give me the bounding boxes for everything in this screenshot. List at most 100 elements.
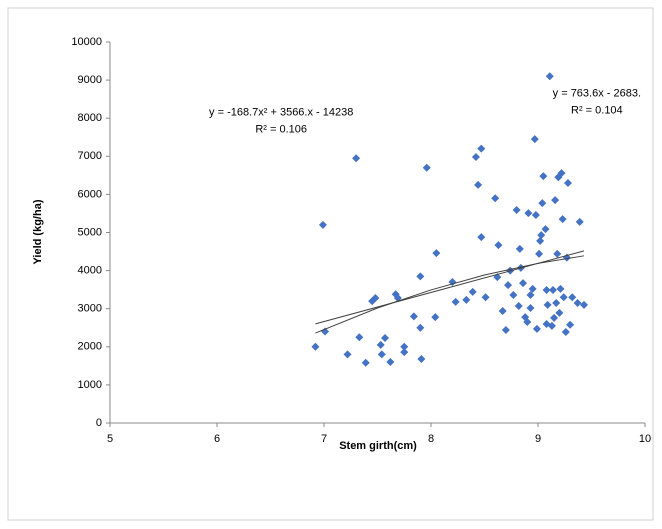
point <box>532 324 541 333</box>
point <box>542 286 551 295</box>
point <box>468 287 477 296</box>
point <box>514 302 523 311</box>
point <box>551 196 560 205</box>
point <box>400 342 409 351</box>
point <box>491 194 500 203</box>
point <box>451 297 460 306</box>
point <box>498 306 507 315</box>
point <box>417 354 426 363</box>
point <box>380 334 389 343</box>
point <box>563 178 572 187</box>
point <box>543 300 552 309</box>
point <box>545 72 554 81</box>
point <box>509 290 518 299</box>
point <box>531 210 540 219</box>
point <box>386 358 395 367</box>
point <box>352 154 361 163</box>
point <box>539 172 548 181</box>
point <box>550 313 559 322</box>
point <box>504 281 513 290</box>
point <box>515 244 524 253</box>
point <box>371 294 380 303</box>
point <box>477 144 486 153</box>
point <box>552 298 561 307</box>
point <box>422 163 431 172</box>
annotation: y = 763.6x - 2683. <box>553 87 641 99</box>
x-axis-label: Stem girth(cm) <box>339 440 417 452</box>
point <box>566 320 575 329</box>
point <box>377 350 386 359</box>
point <box>343 350 352 359</box>
point <box>535 249 544 258</box>
point <box>494 241 503 250</box>
point <box>580 300 589 309</box>
point <box>355 333 364 342</box>
point <box>481 293 490 302</box>
point <box>526 303 535 312</box>
point <box>555 308 564 317</box>
point <box>519 279 528 288</box>
y-tick-label: 2000 <box>78 341 102 353</box>
y-tick-label: 1000 <box>78 379 102 391</box>
point <box>501 326 510 335</box>
point <box>538 199 547 208</box>
x-tick-label: 6 <box>214 433 220 445</box>
point <box>432 249 441 258</box>
point <box>547 321 556 330</box>
point <box>471 153 480 162</box>
x-tick-label: 10 <box>639 433 651 445</box>
annotation: R² = 0.106 <box>255 124 307 136</box>
point <box>416 323 425 332</box>
y-tick-label: 3000 <box>78 303 102 315</box>
annotation: R² = 0.104 <box>571 104 623 116</box>
point <box>311 342 320 351</box>
y-tick-label: 7000 <box>78 150 102 162</box>
point <box>462 295 471 304</box>
point <box>477 233 486 242</box>
y-tick-label: 10000 <box>71 36 102 48</box>
point <box>528 284 537 293</box>
point <box>318 220 327 229</box>
point <box>541 225 550 234</box>
y-tick-label: 6000 <box>78 188 102 200</box>
x-tick-label: 5 <box>107 433 113 445</box>
point <box>409 312 418 321</box>
point <box>575 217 584 226</box>
x-tick-label: 9 <box>535 433 541 445</box>
point <box>536 236 545 245</box>
y-tick-label: 9000 <box>78 74 102 86</box>
point <box>530 135 539 144</box>
y-tick-label: 8000 <box>78 112 102 124</box>
point <box>557 169 566 178</box>
point <box>568 293 577 302</box>
chart-frame <box>7 7 654 521</box>
point <box>561 327 570 336</box>
trendline <box>315 255 585 334</box>
point <box>474 180 483 189</box>
point <box>548 286 557 295</box>
y-axis-label: Yield (kg/ha) <box>32 199 44 264</box>
point <box>553 249 562 258</box>
point <box>361 358 370 367</box>
y-tick-label: 5000 <box>78 226 102 238</box>
y-tick-label: 0 <box>96 417 102 429</box>
point <box>558 215 567 224</box>
x-tick-label: 7 <box>321 433 327 445</box>
point <box>526 290 535 299</box>
point <box>376 340 385 349</box>
point <box>416 272 425 281</box>
point <box>524 209 533 218</box>
point <box>537 231 546 240</box>
x-tick-label: 8 <box>428 433 434 445</box>
annotation: y = -168.7x² + 3566.x - 14238 <box>209 106 353 118</box>
point <box>431 313 440 322</box>
point <box>573 298 582 307</box>
y-tick-label: 4000 <box>78 265 102 277</box>
point <box>523 318 532 327</box>
point <box>556 284 565 293</box>
point <box>400 348 409 357</box>
point <box>559 293 568 302</box>
point <box>512 206 521 215</box>
